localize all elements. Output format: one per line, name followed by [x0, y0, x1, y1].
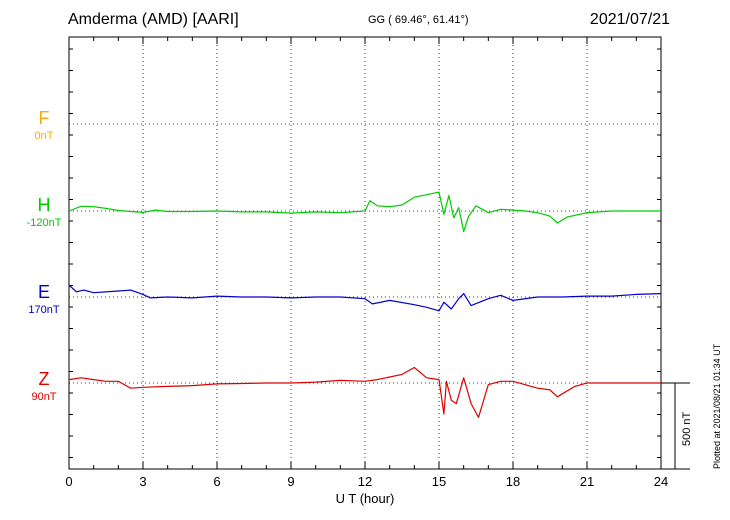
- channel-h-label: H -120nT: [14, 195, 74, 230]
- x-tick-label: 15: [432, 474, 446, 489]
- x-tick-label: 9: [287, 474, 294, 489]
- x-tick-label: 3: [139, 474, 146, 489]
- channel-baseline: 90nT: [31, 391, 57, 403]
- station-coordinates: GG ( 69.46°, 61.41°): [368, 14, 469, 26]
- x-tick-label: 12: [358, 474, 372, 489]
- series-e-line: [68, 284, 662, 312]
- station-title: Amderma (AMD) [AARI]: [68, 11, 239, 28]
- channel-name: F: [38, 108, 50, 128]
- plotted-timestamp: Plotted at 2021/08/21 01:34 UT: [712, 343, 722, 469]
- data-series: [68, 191, 662, 418]
- channel-e-label: E 170nT: [14, 282, 74, 317]
- grid-lines: [69, 37, 661, 469]
- scale-bar-label: 500 nT: [681, 411, 693, 446]
- series-z-line: [68, 366, 661, 418]
- axis-frame: 0 3 6 9 12 15 18 21 24: [65, 36, 668, 489]
- series-h-line: [68, 191, 661, 233]
- channel-baseline: 0nT: [34, 130, 54, 142]
- channel-name: H: [37, 195, 51, 215]
- channel-name: Z: [38, 369, 50, 389]
- channel-f-label: F 0nT: [14, 108, 74, 143]
- x-tick-label: 6: [213, 474, 220, 489]
- scale-bar: [661, 382, 690, 470]
- plot-date: 2021/07/21: [589, 11, 670, 28]
- x-tick-label: 18: [506, 474, 520, 489]
- channel-name: E: [37, 282, 50, 302]
- x-axis-label: U T (hour): [335, 491, 395, 506]
- x-tick-label: 21: [580, 474, 594, 489]
- channel-baseline: -120nT: [26, 217, 62, 229]
- channel-z-label: Z 90nT: [14, 369, 74, 404]
- x-tick-label: 24: [654, 474, 668, 489]
- channel-baseline: 170nT: [28, 304, 60, 316]
- x-tick-label: 0: [65, 474, 72, 489]
